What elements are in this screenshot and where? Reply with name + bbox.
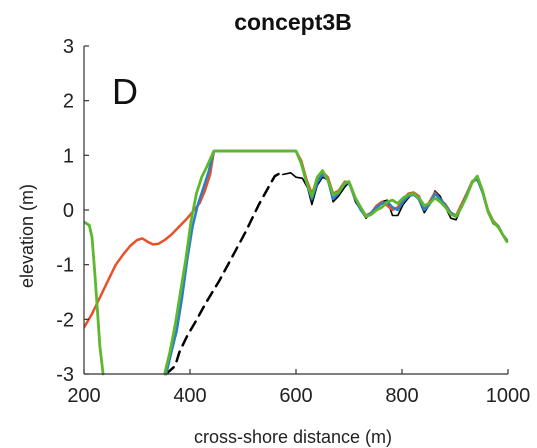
- y-tick-label: -3: [56, 364, 74, 386]
- panel-letter: D: [112, 71, 138, 112]
- x-axis-label: cross-shore distance (m): [194, 427, 392, 447]
- chart-title: concept3B: [234, 9, 352, 35]
- ticks-layer: 200 400 600 800 1000 -3 -2 -1 0 1 2 3: [56, 36, 530, 407]
- x-tick-label: 600: [279, 385, 312, 407]
- series-layer: [84, 149, 509, 376]
- y-tick-label: 0: [63, 200, 74, 222]
- x-tick-label: 1000: [486, 385, 531, 407]
- x-tick-label: 200: [67, 385, 100, 407]
- series-line-5: [84, 149, 509, 376]
- series-line-1: [164, 170, 285, 376]
- y-tick-label: 2: [63, 91, 74, 113]
- x-tick-label: 800: [385, 385, 418, 407]
- axes-layer: [83, 46, 508, 375]
- y-axis-label: elevation (m): [17, 184, 37, 288]
- y-tick-label: -2: [56, 309, 74, 331]
- y-tick-label: 3: [63, 36, 74, 58]
- y-tick-label: -1: [56, 255, 74, 277]
- y-tick-label: 1: [63, 145, 74, 167]
- series-line-4: [164, 149, 509, 376]
- x-tick-label: 400: [173, 385, 206, 407]
